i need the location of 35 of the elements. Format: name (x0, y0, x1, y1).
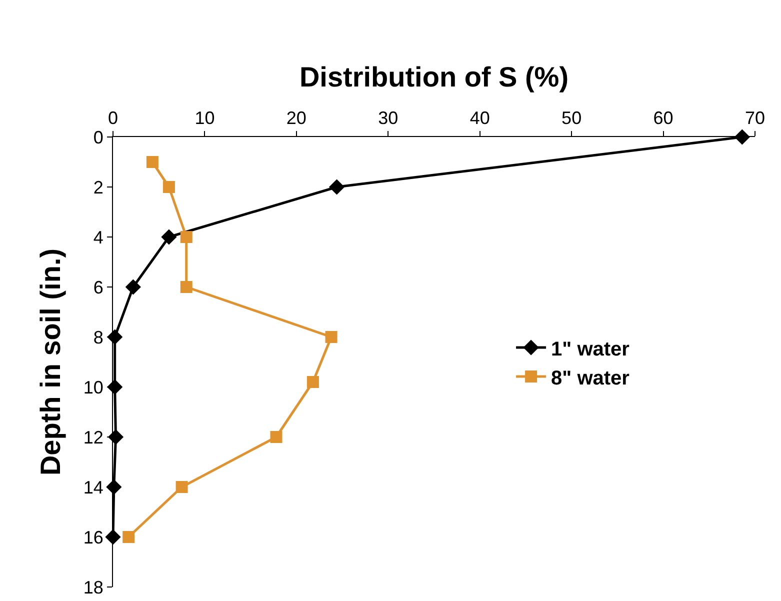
point (306, 376, 319, 388)
x-tick-label: 10 (194, 108, 215, 128)
point (180, 231, 192, 243)
x-tick-label: 70 (744, 108, 766, 128)
point (162, 181, 175, 193)
point (108, 429, 124, 445)
x-tick-label: 40 (470, 108, 490, 128)
y-tick-label: 6 (93, 277, 104, 298)
y-tick-label: 4 (93, 227, 104, 248)
x-tick-label: 60 (653, 108, 674, 128)
y-tick-label: 12 (83, 427, 104, 448)
y-tick-label: 2 (93, 177, 104, 198)
point (146, 156, 158, 168)
x-tick-label: 30 (378, 108, 398, 128)
y-tick-label: 0 (93, 127, 104, 148)
y-tick-label: 14 (83, 477, 104, 498)
point (328, 179, 345, 195)
legend-label: 1" water (551, 338, 630, 360)
point (325, 331, 338, 343)
point (180, 281, 192, 293)
point (161, 229, 177, 245)
x-tick-label: 50 (562, 108, 582, 128)
point (122, 531, 135, 543)
y-tick-label: 10 (83, 377, 104, 398)
legend-label: 8" water (551, 367, 630, 390)
x-tick-label: 20 (286, 108, 306, 128)
y-axis-title: Depth in soil (in.) (35, 248, 66, 476)
y-tick-label: 8 (93, 327, 104, 348)
y-tick-label: 18 (83, 577, 104, 598)
point (270, 431, 282, 443)
point (125, 279, 141, 295)
x-axis-title: Distribution of S (%) (299, 62, 569, 92)
x-tick-label: 0 (108, 108, 118, 128)
point (176, 481, 188, 493)
y-tick-label: 16 (83, 527, 104, 548)
